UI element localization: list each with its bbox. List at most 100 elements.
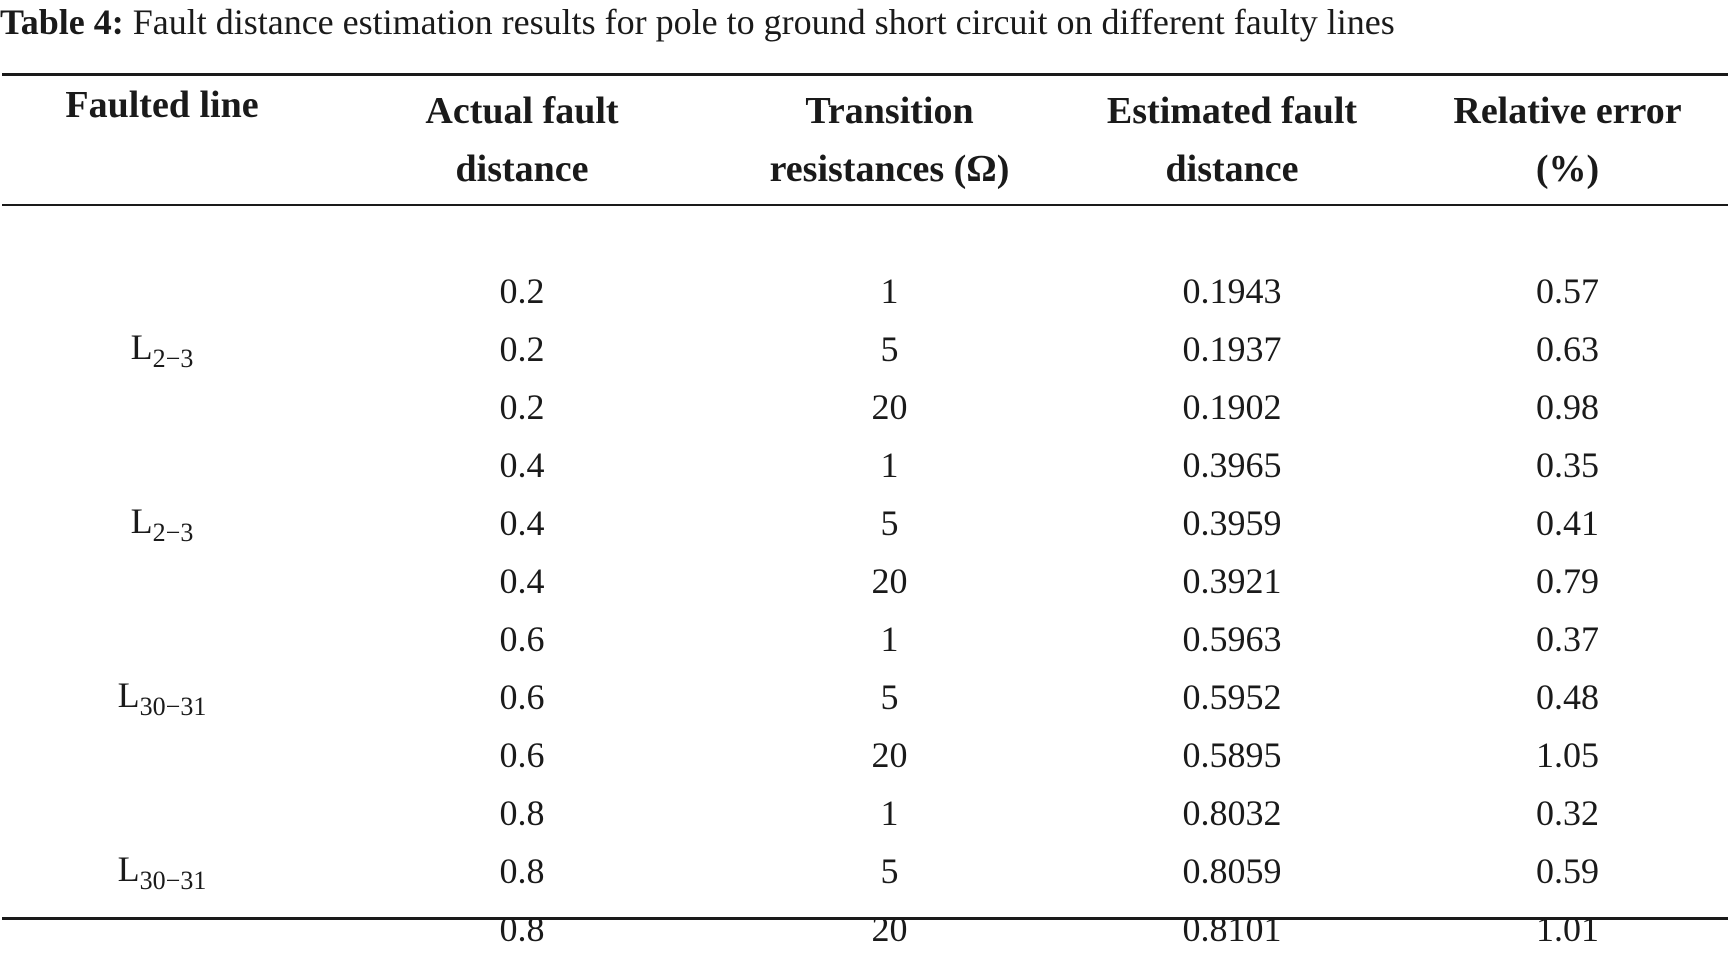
table-row: 0.2 5 0.1937 0.63 [2, 320, 1728, 378]
header-estimated-line2: distance [1165, 148, 1299, 190]
faulted-line-main: L [130, 327, 153, 367]
resistance-cell: 20 [871, 387, 908, 427]
header-transition-resistances: Transition resistances (Ω) [722, 76, 1057, 204]
table-row: 0.6 5 0.5952 0.48 [2, 668, 1728, 726]
header-actual-fault-distance: Actual fault distance [322, 76, 722, 204]
estimated-distance-cell: 0.5963 [1182, 619, 1282, 659]
relative-error-cell: 0.48 [1536, 677, 1599, 717]
table-caption-text: Fault distance estimation results for po… [132, 2, 1395, 42]
estimated-distance-cell: 0.1943 [1182, 271, 1282, 311]
table-header-row: Faulted line Actual fault distance Trans… [2, 76, 1728, 204]
table-row: L2−3 0.4 1 0.3965 0.35 [2, 436, 1728, 547]
header-faulted-line: Faulted line [2, 76, 322, 204]
header-resistance-line2: resistances (Ω) [769, 148, 1010, 190]
faulted-line-subscript: 2−3 [152, 344, 194, 373]
resistance-cell: 20 [871, 909, 908, 949]
faulted-line-label: L30−31 [118, 840, 207, 902]
header-estimated-fault-distance: Estimated fault distance [1057, 76, 1407, 204]
estimated-distance-cell: 0.5952 [1182, 677, 1282, 717]
estimated-distance-cell: 0.8032 [1182, 793, 1282, 833]
actual-distance-cell: 0.2 [499, 387, 545, 427]
faulted-line-subscript: 30−31 [139, 866, 207, 895]
resistance-cell: 1 [880, 793, 899, 833]
table-header-rule [2, 204, 1728, 206]
relative-error-cell: 1.05 [1536, 735, 1599, 775]
actual-distance-cell: 0.6 [499, 619, 545, 659]
estimated-distance-cell: 0.1937 [1182, 329, 1282, 369]
relative-error-cell: 0.35 [1536, 445, 1599, 485]
relative-error-cell: 0.57 [1536, 271, 1599, 311]
estimated-distance-cell: 0.8101 [1182, 909, 1282, 949]
actual-distance-cell: 0.6 [499, 677, 545, 717]
header-error-line2: (%) [1535, 148, 1600, 190]
faulted-line-main: L [117, 675, 140, 715]
relative-error-cell: 0.32 [1536, 793, 1599, 833]
resistance-cell: 20 [871, 561, 908, 601]
resistance-cell: 5 [880, 851, 899, 891]
table-row: L2−3 0.2 1 0.1943 0.57 [2, 262, 1728, 373]
actual-distance-cell: 0.4 [499, 561, 545, 601]
faulted-line-cell: L30−31 [2, 784, 322, 958]
faulted-line-subscript: 2−3 [152, 518, 194, 547]
actual-distance-cell: 0.8 [499, 909, 545, 949]
table-top-rule [2, 73, 1728, 76]
actual-distance-cell: 0.4 [499, 503, 545, 543]
estimated-distance-cell: 0.3921 [1182, 561, 1282, 601]
table-spacer-row [2, 204, 1728, 262]
header-error-line1: Relative error [1453, 90, 1682, 132]
faulted-line-label: L2−3 [131, 318, 194, 380]
resistance-cell: 20 [871, 735, 908, 775]
relative-error-cell: 0.37 [1536, 619, 1599, 659]
faulted-line-main: L [130, 501, 153, 541]
estimated-distance-cell: 0.3959 [1182, 503, 1282, 543]
faulted-line-cell: L30−31 [2, 610, 322, 784]
resistance-cell: 5 [880, 329, 899, 369]
table-row: L30−31 0.8 1 0.8032 0.32 [2, 784, 1728, 895]
table-row: 0.2 20 0.1902 0.98 [2, 378, 1728, 436]
actual-distance-cell: 0.8 [499, 851, 545, 891]
faulted-line-label: L30−31 [118, 666, 207, 728]
table-row: 0.4 20 0.3921 0.79 [2, 552, 1728, 610]
estimated-distance-cell: 0.5895 [1182, 735, 1282, 775]
faulted-line-main: L [117, 849, 140, 889]
actual-distance-cell: 0.6 [499, 735, 545, 775]
resistance-cell: 5 [880, 503, 899, 543]
header-resistance-line1: Transition [805, 90, 974, 132]
relative-error-cell: 1.01 [1536, 909, 1599, 949]
actual-distance-cell: 0.8 [499, 793, 545, 833]
table-caption-label: Table 4: [0, 2, 124, 42]
table-row: 0.4 5 0.3959 0.41 [2, 494, 1728, 552]
estimated-distance-cell: 0.8059 [1182, 851, 1282, 891]
header-actual-line2: distance [455, 148, 589, 190]
table-body: L2−3 0.2 1 0.1943 0.57 0.2 5 0.1937 0.63 0.2 20 0.1… [2, 204, 1728, 958]
fault-distance-table: Faulted line Actual fault distance Trans… [2, 76, 1728, 958]
table-row: 0.6 20 0.5895 1.05 [2, 726, 1728, 784]
estimated-distance-cell: 0.1902 [1182, 387, 1282, 427]
table-row: 0.8 5 0.8059 0.59 [2, 842, 1728, 900]
resistance-cell: 5 [880, 677, 899, 717]
resistance-cell: 1 [880, 445, 899, 485]
relative-error-cell: 0.41 [1536, 503, 1599, 543]
actual-distance-cell: 0.2 [499, 329, 545, 369]
relative-error-cell: 0.79 [1536, 561, 1599, 601]
relative-error-cell: 0.98 [1536, 387, 1599, 427]
faulted-line-subscript: 30−31 [139, 692, 207, 721]
resistance-cell: 1 [880, 619, 899, 659]
estimated-distance-cell: 0.3965 [1182, 445, 1282, 485]
faulted-line-cell: L2−3 [2, 436, 322, 610]
table-row: L30−31 0.6 1 0.5963 0.37 [2, 610, 1728, 721]
header-relative-error: Relative error (%) [1407, 76, 1728, 204]
relative-error-cell: 0.63 [1536, 329, 1599, 369]
actual-distance-cell: 0.4 [499, 445, 545, 485]
faulted-line-label: L2−3 [131, 492, 194, 554]
spacer-cell [2, 204, 1728, 262]
table-caption: Table 4: Fault distance estimation resul… [0, 0, 1730, 50]
header-actual-line1: Actual fault [425, 90, 619, 132]
table-bottom-rule [2, 917, 1728, 920]
header-faulted-line-text: Faulted line [65, 84, 259, 126]
actual-distance-cell: 0.2 [499, 271, 545, 311]
resistance-cell: 1 [880, 271, 899, 311]
header-estimated-line1: Estimated fault [1106, 90, 1358, 132]
relative-error-cell: 0.59 [1536, 851, 1599, 891]
faulted-line-cell: L2−3 [2, 262, 322, 436]
